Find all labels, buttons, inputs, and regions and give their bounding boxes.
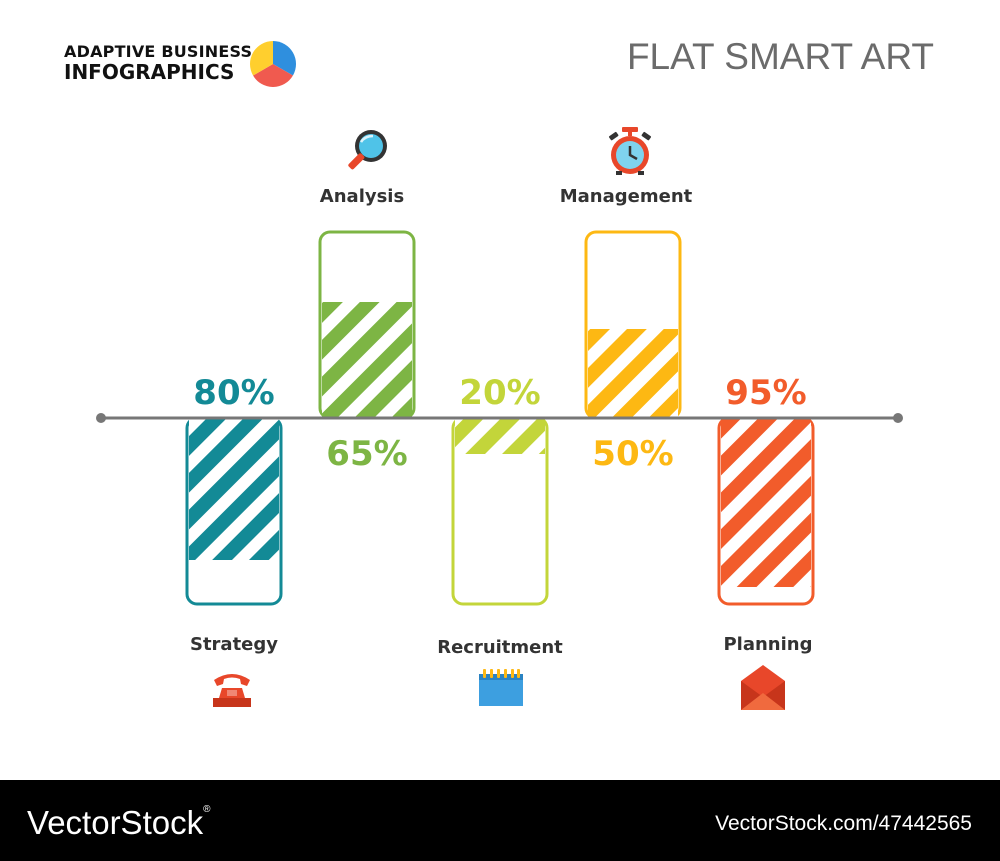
footer-brand: VectorStock® <box>27 804 210 842</box>
calendar-icon <box>479 669 523 706</box>
pie-logo-icon <box>250 41 296 87</box>
value-label-strategy: 80% <box>193 373 274 413</box>
category-label-analysis: Analysis <box>319 186 405 207</box>
footer-brand-text: VectorStock <box>27 804 204 841</box>
bar-fill-strategy <box>189 418 279 560</box>
envelope-icon <box>741 665 785 710</box>
page-title: FLAT SMART ART <box>626 36 934 77</box>
footer-bar <box>0 780 1000 861</box>
registered-mark: ® <box>203 804 211 815</box>
category-label-strategy: Strategy <box>189 634 279 655</box>
bar-fill-planning <box>721 418 811 587</box>
brand-line-1: ADAPTIVE BUSINESS <box>64 42 253 61</box>
alarm-clock-icon <box>608 127 652 175</box>
magnifier-icon <box>348 130 387 170</box>
bar-fill-management <box>588 329 678 418</box>
brand-line-2: INFOGRAPHICS <box>64 60 235 84</box>
footer-image-id: VectorStock.com/47442565 <box>715 812 972 835</box>
value-label-recruitment: 20% <box>459 373 540 413</box>
bar-chart: 80% 65% 20% 50% 95% <box>96 230 903 606</box>
value-label-management: 50% <box>592 434 673 474</box>
telephone-icon <box>213 674 251 707</box>
category-label-management: Management <box>559 186 693 207</box>
bar-fill-analysis <box>322 302 412 418</box>
value-label-analysis: 65% <box>326 434 407 474</box>
baseline-right-dot <box>893 413 903 423</box>
category-label-planning: Planning <box>723 634 813 655</box>
category-label-recruitment: Recruitment <box>437 637 563 658</box>
value-label-planning: 95% <box>725 373 806 413</box>
baseline-left-dot <box>96 413 106 423</box>
infographic-canvas: ADAPTIVE BUSINESS INFOGRAPHICS FLAT SMAR… <box>64 36 934 710</box>
bar-fill-recruitment <box>455 418 545 454</box>
